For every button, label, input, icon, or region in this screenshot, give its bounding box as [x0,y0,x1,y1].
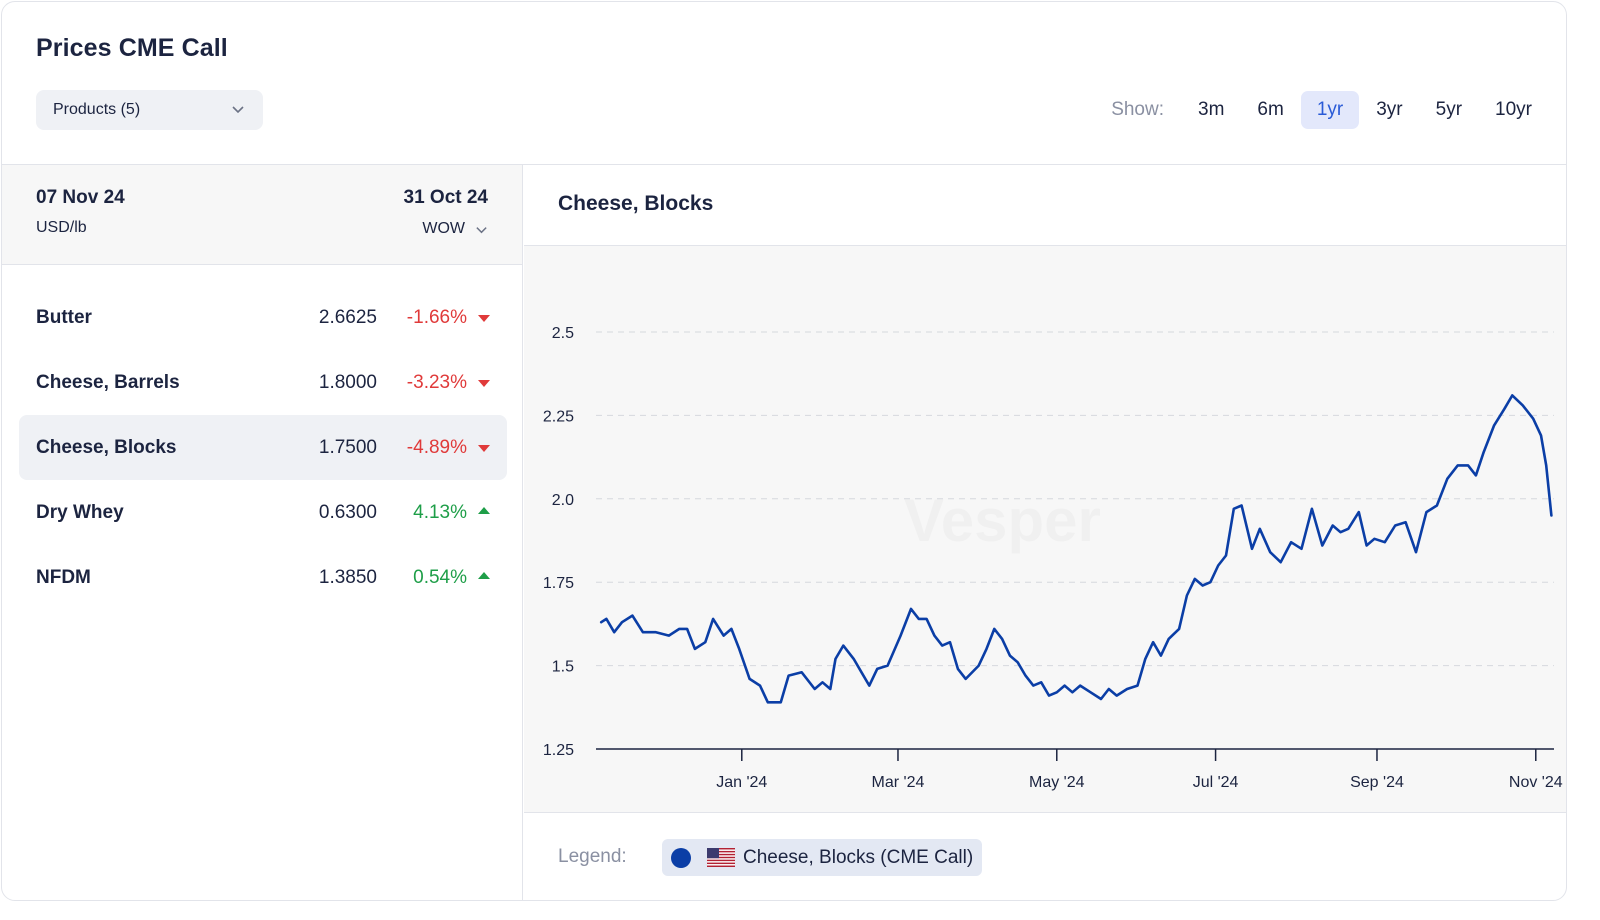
compare-mode-dropdown[interactable]: WOW [422,220,488,238]
product-change: -1.66% [406,307,467,328]
card-header: Prices CME Call Products (5) Show: 3m 6m… [2,2,1566,165]
series-line-cheese-blocks [599,394,1553,704]
product-name: Dry Whey [36,502,124,523]
range-3m-button[interactable]: 3m [1198,99,1225,120]
x-tick-label: Sep '24 [1350,774,1404,791]
triangle-up-icon [478,572,490,579]
x-tick-label: May '24 [1029,774,1085,791]
triangle-down-icon [478,315,490,322]
legend-item-cheese-blocks[interactable]: Cheese, Blocks (CME Call) [662,839,983,876]
product-name: Cheese, Blocks [36,437,177,458]
chart-title: Cheese, Blocks [558,192,714,215]
product-row-cheese-blocks[interactable]: Cheese, Blocks 1.7500 -4.89% [19,415,507,480]
series-color-dot [671,847,691,868]
product-list-header: 07 Nov 24 USD/lb 31 Oct 24 WOW [2,165,522,265]
compare-date: 31 Oct 24 [403,187,489,208]
product-change: 0.54% [413,567,467,588]
y-tick-label: 2.0 [552,492,574,509]
range-5yr-button[interactable]: 5yr [1435,99,1463,120]
range-selector: Show: 3m 6m 1yr 3yr 5yr 10yr [1111,91,1548,129]
current-date: 07 Nov 24 [36,187,125,208]
x-tick-label: Jan '24 [716,774,767,791]
triangle-up-icon [478,507,490,514]
chart-header: Cheese, Blocks [524,165,1566,246]
product-list-panel: 07 Nov 24 USD/lb 31 Oct 24 WOW Butter 2.… [2,165,523,900]
product-value: 1.3850 [318,567,377,588]
x-tick-label: Nov '24 [1509,774,1563,791]
unit-label: USD/lb [36,219,87,236]
price-line-chart: 2.5 2.25 2.0 1.75 1.5 1.25 Jan '24 Mar '24 May '… [543,325,1563,791]
legend-label: Legend: [558,846,627,867]
product-row-dry-whey[interactable]: Dry Whey 0.6300 4.13% [19,480,507,545]
x-tick-label: Mar '24 [872,774,925,791]
product-name: NFDM [36,567,91,588]
product-name: Butter [36,307,92,328]
product-value: 2.6625 [318,307,377,328]
product-row-nfdm[interactable]: NFDM 1.3850 0.54% [19,545,507,610]
us-flag-icon [707,848,735,867]
range-10yr-button[interactable]: 10yr [1495,99,1532,120]
chevron-down-icon [232,106,244,114]
page-title: Prices CME Call [36,34,228,62]
x-tick-label: Jul '24 [1193,774,1239,791]
product-change: -4.89% [406,437,467,458]
product-change: -3.23% [406,372,467,393]
range-1yr-button[interactable]: 1yr [1300,91,1360,129]
legend-bar: Legend: Cheese, Blocks (CME Call) [524,814,1566,900]
compare-mode-label: WOW [422,220,465,237]
prices-card: Prices CME Call Products (5) Show: 3m 6m… [1,1,1567,901]
y-tick-label: 2.25 [543,408,574,425]
chart-panel: Cheese, Blocks Vesper 2.52.252.01.751.51… [524,165,1566,900]
triangle-down-icon [478,445,490,452]
y-tick-label: 1.25 [543,742,574,759]
product-value: 1.8000 [318,372,377,393]
product-row-cheese-barrels[interactable]: Cheese, Barrels 1.8000 -3.23% [19,350,507,415]
show-label: Show: [1111,99,1164,120]
range-6m-button[interactable]: 6m [1257,99,1284,120]
products-dropdown-label: Products (5) [53,101,141,118]
products-dropdown[interactable]: Products (5) [36,90,263,130]
y-tick-label: 2.5 [552,325,574,342]
product-change: 4.13% [413,502,467,523]
triangle-down-icon [478,380,490,387]
legend-item-label: Cheese, Blocks (CME Call) [743,846,974,868]
y-tick-label: 1.75 [543,575,574,592]
range-3yr-button[interactable]: 3yr [1376,99,1403,120]
chevron-down-icon [476,226,487,233]
product-value: 1.7500 [318,437,377,458]
product-value: 0.6300 [318,502,377,523]
y-tick-label: 1.5 [552,659,574,676]
product-row-butter[interactable]: Butter 2.6625 -1.66% [19,285,507,350]
product-list: Butter 2.6625 -1.66% Cheese, Barrels 1.8… [19,285,507,610]
product-name: Cheese, Barrels [36,372,180,393]
